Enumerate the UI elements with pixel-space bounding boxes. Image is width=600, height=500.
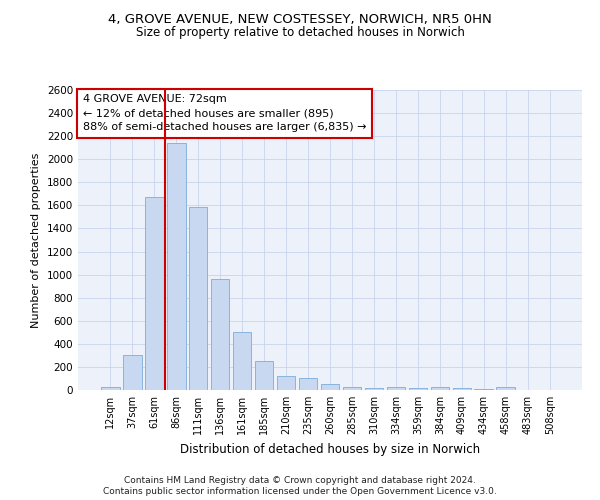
Text: Contains HM Land Registry data © Crown copyright and database right 2024.: Contains HM Land Registry data © Crown c… [124,476,476,485]
Bar [409,388,427,390]
X-axis label: Distribution of detached houses by size in Norwich: Distribution of detached houses by size … [180,442,480,456]
Bar [277,376,295,390]
Bar [123,356,142,390]
Bar [365,388,383,390]
Bar [452,388,471,390]
Bar [496,387,515,390]
Bar [189,206,208,390]
Bar [167,143,185,390]
Bar [320,384,340,390]
Bar [299,378,317,390]
Text: Size of property relative to detached houses in Norwich: Size of property relative to detached ho… [136,26,464,39]
Bar [431,387,449,390]
Bar [145,198,164,390]
Text: Contains public sector information licensed under the Open Government Licence v3: Contains public sector information licen… [103,488,497,496]
Bar [101,387,119,390]
Bar [386,387,405,390]
Bar [233,332,251,390]
Y-axis label: Number of detached properties: Number of detached properties [31,152,41,328]
Text: 4 GROVE AVENUE: 72sqm
← 12% of detached houses are smaller (895)
88% of semi-det: 4 GROVE AVENUE: 72sqm ← 12% of detached … [83,94,367,132]
Bar [211,279,229,390]
Bar [343,386,361,390]
Text: 4, GROVE AVENUE, NEW COSTESSEY, NORWICH, NR5 0HN: 4, GROVE AVENUE, NEW COSTESSEY, NORWICH,… [108,12,492,26]
Bar [255,361,274,390]
